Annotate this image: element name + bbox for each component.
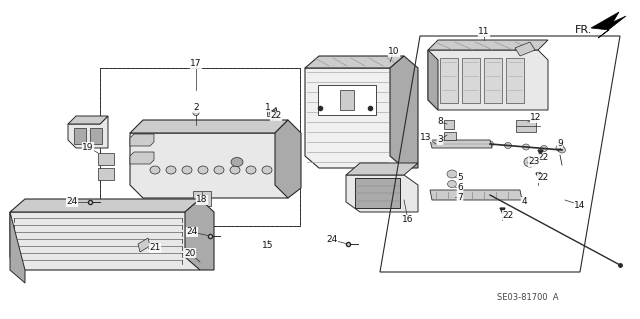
Ellipse shape: [351, 130, 365, 140]
Bar: [440, 58, 458, 103]
Polygon shape: [305, 68, 404, 168]
Text: 4: 4: [521, 197, 527, 206]
Bar: [444, 132, 456, 140]
Ellipse shape: [198, 166, 208, 174]
Text: 18: 18: [196, 196, 208, 204]
Polygon shape: [68, 116, 108, 148]
Text: 9: 9: [557, 138, 563, 147]
Text: 23: 23: [528, 158, 540, 167]
Ellipse shape: [559, 147, 566, 153]
Ellipse shape: [193, 110, 199, 115]
Polygon shape: [130, 133, 288, 198]
Bar: [484, 58, 502, 103]
Text: 10: 10: [388, 48, 400, 56]
Bar: [340, 90, 354, 110]
Ellipse shape: [524, 157, 536, 167]
Ellipse shape: [323, 130, 337, 140]
Text: 21: 21: [149, 243, 161, 253]
Ellipse shape: [504, 143, 511, 149]
Text: 19: 19: [83, 143, 93, 152]
Polygon shape: [130, 120, 288, 133]
Ellipse shape: [486, 141, 493, 147]
Text: FR.: FR.: [575, 25, 593, 35]
Polygon shape: [130, 134, 154, 146]
Text: 17: 17: [190, 60, 202, 69]
Polygon shape: [430, 140, 492, 148]
Ellipse shape: [262, 166, 272, 174]
Polygon shape: [428, 50, 548, 110]
Ellipse shape: [447, 170, 457, 178]
Text: 14: 14: [574, 201, 586, 210]
Polygon shape: [390, 56, 418, 168]
Text: 22: 22: [502, 211, 514, 219]
Bar: [98, 168, 114, 180]
Ellipse shape: [230, 166, 240, 174]
Ellipse shape: [541, 145, 547, 152]
Text: 6: 6: [457, 182, 463, 191]
Text: 16: 16: [403, 216, 413, 225]
Polygon shape: [185, 199, 214, 270]
Ellipse shape: [522, 144, 529, 150]
Polygon shape: [305, 56, 404, 68]
Text: 22: 22: [270, 112, 282, 121]
Bar: [193, 191, 211, 206]
Bar: [74, 128, 86, 144]
Bar: [100, 68, 300, 226]
Ellipse shape: [246, 166, 256, 174]
Text: SE03-81700  A: SE03-81700 A: [497, 293, 559, 302]
Ellipse shape: [556, 145, 564, 152]
Polygon shape: [346, 175, 418, 212]
Polygon shape: [10, 212, 200, 270]
Ellipse shape: [214, 166, 224, 174]
Bar: [506, 58, 524, 103]
Text: 8: 8: [437, 117, 443, 127]
Polygon shape: [428, 40, 548, 50]
Polygon shape: [591, 12, 626, 38]
Text: 24: 24: [67, 197, 77, 206]
Ellipse shape: [150, 166, 160, 174]
Bar: [90, 128, 102, 144]
Polygon shape: [515, 42, 535, 56]
Text: 15: 15: [262, 241, 274, 250]
Text: 24: 24: [186, 227, 198, 236]
Polygon shape: [68, 116, 108, 124]
Text: 11: 11: [478, 27, 490, 36]
Text: 2: 2: [193, 103, 199, 113]
Polygon shape: [10, 212, 25, 283]
Bar: [267, 110, 275, 116]
Text: 12: 12: [531, 114, 541, 122]
Ellipse shape: [447, 181, 456, 188]
Text: 20: 20: [184, 249, 196, 257]
Text: 22: 22: [538, 174, 548, 182]
Bar: [444, 120, 454, 129]
Polygon shape: [130, 152, 154, 164]
Bar: [98, 153, 114, 165]
Ellipse shape: [182, 166, 192, 174]
Bar: [462, 58, 480, 103]
Polygon shape: [428, 50, 438, 110]
Polygon shape: [138, 238, 150, 252]
Text: 7: 7: [457, 192, 463, 202]
Polygon shape: [346, 163, 418, 175]
Ellipse shape: [166, 166, 176, 174]
Text: 5: 5: [457, 173, 463, 182]
Polygon shape: [275, 120, 301, 198]
Text: 22: 22: [538, 153, 548, 162]
Polygon shape: [10, 199, 200, 212]
Text: 3: 3: [437, 136, 443, 145]
Text: 1: 1: [265, 102, 271, 112]
Ellipse shape: [231, 158, 243, 167]
Bar: [516, 120, 536, 132]
Bar: [100, 68, 300, 226]
Bar: [318, 85, 376, 115]
Bar: [355, 178, 400, 208]
Text: 13: 13: [420, 132, 432, 142]
Text: 24: 24: [326, 235, 338, 244]
Ellipse shape: [448, 191, 456, 197]
Polygon shape: [430, 190, 522, 200]
